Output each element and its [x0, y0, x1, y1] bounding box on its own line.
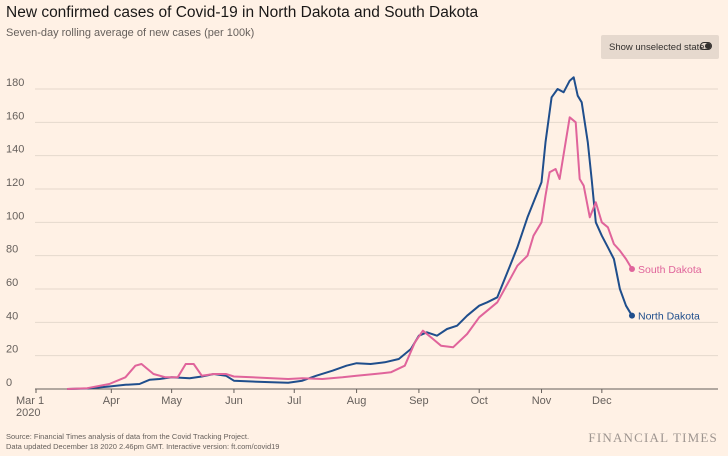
chart-subtitle: Seven-day rolling average of new cases (… [6, 27, 255, 39]
x-tick-sublabel-year: 2020 [16, 407, 40, 419]
toggle-switch-icon[interactable] [700, 42, 712, 50]
x-tick-label-mar-1: Mar 1 [16, 395, 44, 407]
series-end-label-south-dakota: South Dakota [638, 264, 702, 276]
x-tick-label-may: May [161, 395, 182, 407]
x-tick-label-dec: Dec [592, 395, 612, 407]
source-line-1: Source: Financial Times analysis of data… [6, 432, 250, 441]
x-tick-label-oct: Oct [471, 395, 488, 407]
y-tick-label-20: 20 [6, 344, 18, 356]
y-axis-ticks: 0 20 40 60 80 100 120 140 160 180 [6, 77, 24, 389]
ft-logo: FINANCIAL TIMES [588, 430, 718, 445]
series-end-labels: North Dakota South Dakota [638, 264, 702, 323]
y-tick-label-80: 80 [6, 244, 18, 256]
show-unselected-states-toggle[interactable]: Show unselected states [601, 35, 719, 59]
y-tick-label-60: 60 [6, 277, 18, 289]
y-tick-label-120: 120 [6, 177, 24, 189]
x-tick-label-nov: Nov [532, 395, 552, 407]
y-tick-label-100: 100 [6, 210, 24, 222]
x-tick-label-apr: Apr [103, 395, 120, 407]
y-tick-label-0: 0 [6, 377, 12, 389]
y-tick-label-180: 180 [6, 77, 24, 89]
x-tick-label-sep: Sep [409, 395, 429, 407]
grid-lines [35, 88, 718, 390]
x-tick-label-jun: Jun [225, 395, 243, 407]
y-tick-label-140: 140 [6, 144, 24, 156]
toggle-knob-icon [705, 43, 711, 49]
series-end-dot-north-dakota [628, 312, 635, 319]
toggle-label: Show unselected states [609, 41, 710, 53]
y-tick-label-40: 40 [6, 310, 18, 322]
source-line-2: Data updated December 18 2020 2.46pm GMT… [6, 442, 280, 451]
x-tick-label-aug: Aug [347, 395, 367, 407]
chart-title: New confirmed cases of Covid-19 in North… [6, 4, 479, 21]
series-lines [67, 76, 635, 390]
series-line-north-dakota [67, 76, 633, 390]
series-end-label-north-dakota: North Dakota [638, 311, 700, 323]
source-note: Source: Financial Times analysis of data… [6, 432, 279, 452]
series-end-dot-south-dakota [628, 266, 635, 272]
y-tick-label-160: 160 [6, 110, 24, 122]
series-line-south-dakota [67, 116, 633, 390]
x-tick-label-jul: Jul [287, 395, 301, 407]
